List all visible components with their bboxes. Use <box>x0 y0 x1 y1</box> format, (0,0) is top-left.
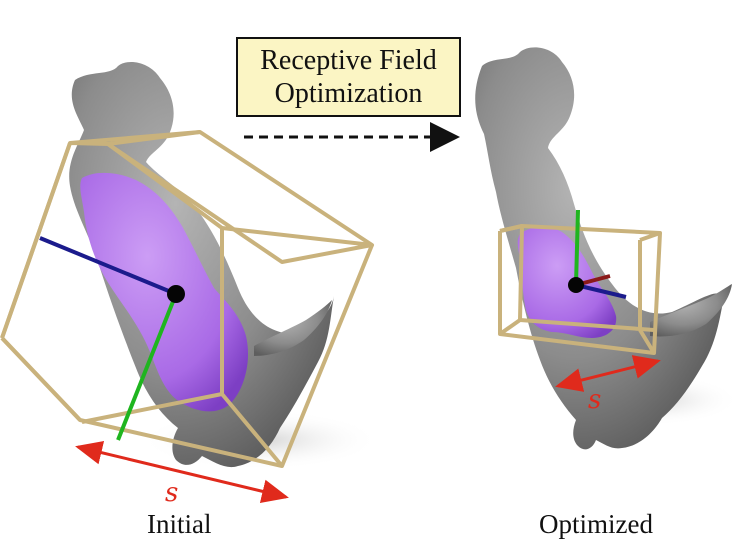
x-axis-right <box>575 283 627 299</box>
caption-optimized: Optimized <box>539 509 653 539</box>
receptive-field-box-right <box>498 224 662 355</box>
caption-initial: Initial <box>147 509 212 539</box>
center-point-left <box>167 285 185 303</box>
receptive-field-box-left <box>0 130 374 468</box>
size-label-optimized: s <box>588 385 602 415</box>
grey-shape-right <box>475 47 732 450</box>
title-line-2: Optimization <box>274 78 423 109</box>
receptive-region-left <box>80 172 249 412</box>
y-axis-left <box>116 293 178 441</box>
size-arrow-right <box>555 355 661 392</box>
receptive-field-optimization-label: Receptive Field Optimization <box>236 37 461 117</box>
x-axis-left <box>39 236 177 296</box>
size-label-initial: s <box>165 478 179 508</box>
title-line-1: Receptive Field <box>260 45 437 76</box>
initial-panel <box>0 62 380 504</box>
optimized-panel <box>475 47 734 450</box>
size-arrow-left <box>75 440 289 504</box>
center-point-right <box>568 277 584 293</box>
receptive-region-right <box>517 226 617 338</box>
y-axis-right <box>574 209 580 286</box>
